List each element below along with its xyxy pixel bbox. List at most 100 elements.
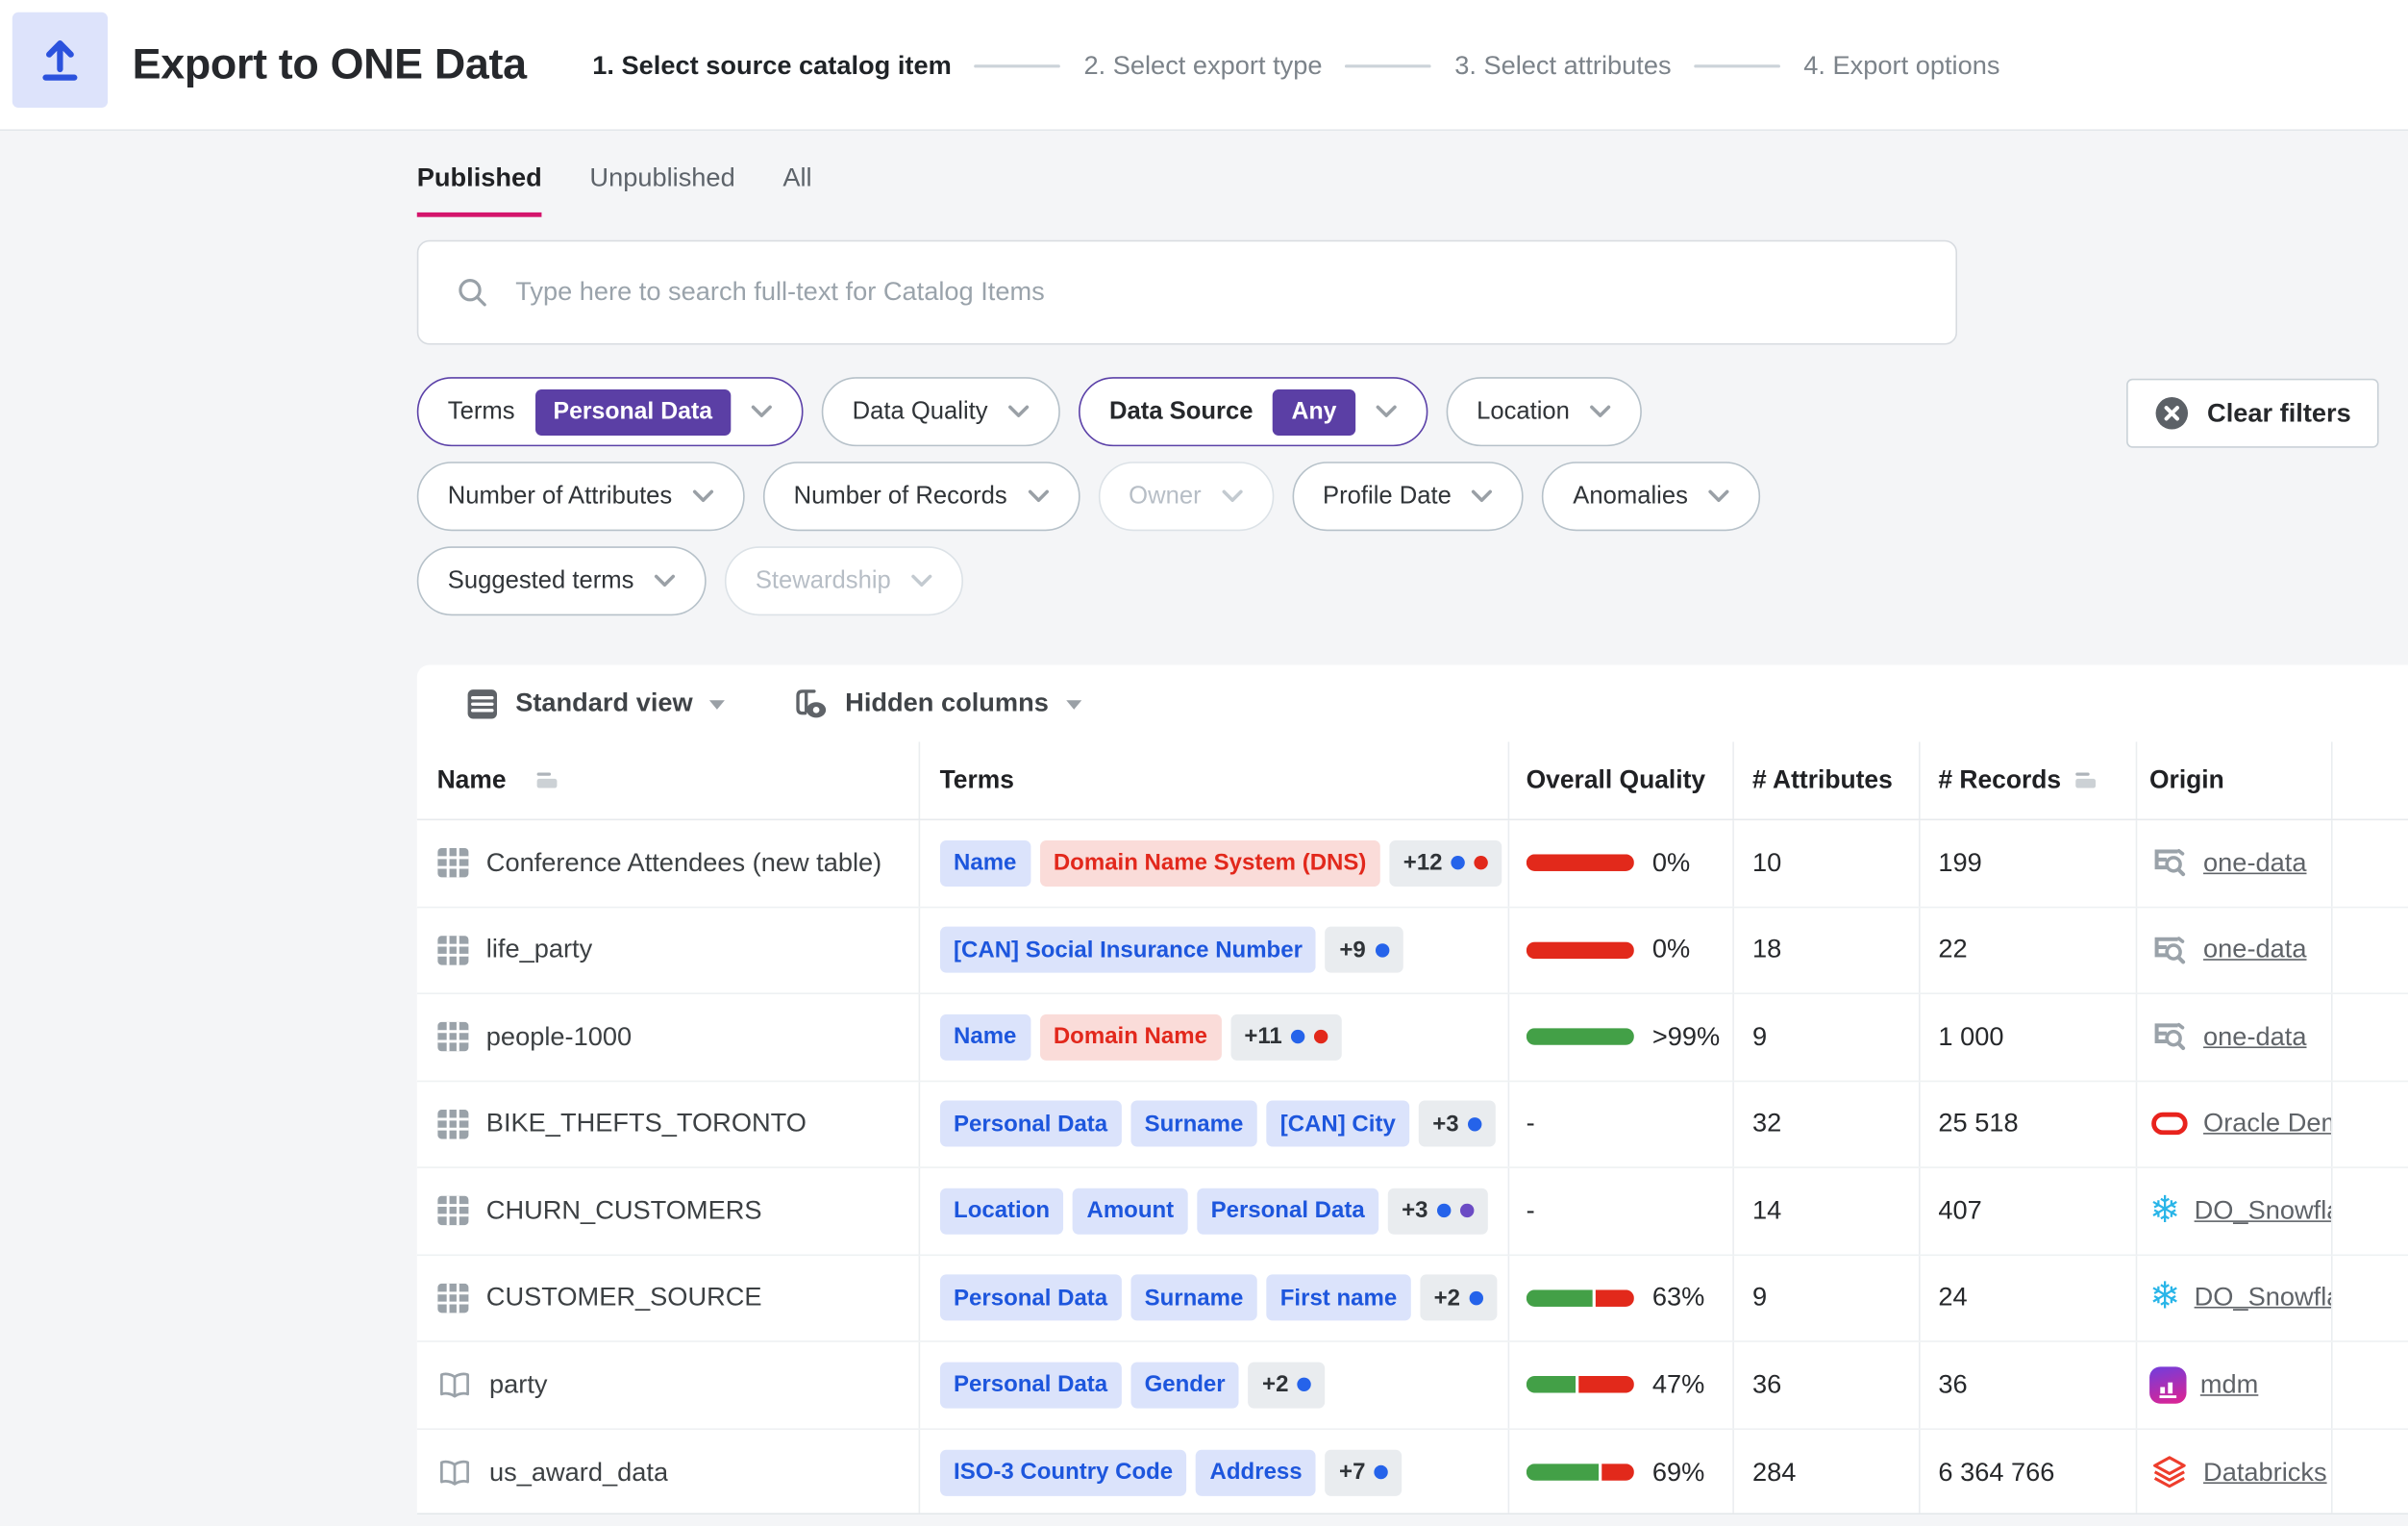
term-badge[interactable]: Amount [1073, 1188, 1187, 1234]
filter-data-quality[interactable]: Data Quality [822, 377, 1060, 446]
catalog-item-name: CHURN_CUSTOMERS [486, 1195, 762, 1226]
table-row[interactable]: life_party [CAN] Social Insurance Number+… [417, 908, 2408, 994]
records-count: 36 [1938, 1369, 1967, 1400]
term-badge[interactable]: Name [940, 840, 1030, 887]
more-terms-badge[interactable]: +2 [1249, 1362, 1326, 1408]
filter-suggested-terms[interactable]: Suggested terms [417, 546, 707, 615]
close-circle-icon [2155, 395, 2191, 431]
more-terms-badge[interactable]: +2 [1420, 1275, 1497, 1321]
cell-name: party [417, 1342, 920, 1428]
blue-dot-icon [1437, 1204, 1451, 1217]
table-row[interactable]: CHURN_CUSTOMERS LocationAmountPersonal Da… [417, 1168, 2408, 1255]
table-row[interactable]: Conference Attendees (new table)NameDoma… [417, 820, 2408, 907]
quality-value: 69% [1652, 1457, 1704, 1488]
sort-icon[interactable] [2075, 772, 2096, 788]
more-terms-badge[interactable]: +9 [1326, 927, 1403, 973]
filter-location[interactable]: Location [1446, 377, 1642, 446]
more-terms-badge[interactable]: +7 [1326, 1449, 1403, 1495]
cell-filler [2333, 820, 2408, 906]
cell-overall-quality: - [1509, 1168, 1734, 1254]
table-row[interactable]: CUSTOMER_SOURCE Personal DataSurnameFirst… [417, 1255, 2408, 1341]
caret-down-icon [1065, 700, 1080, 710]
term-badge[interactable]: Personal Data [940, 1275, 1122, 1321]
oracle-icon [2149, 1106, 2190, 1142]
tab-all[interactable]: All [782, 163, 811, 217]
quality-indicator: 69% [1527, 1457, 1705, 1488]
quality-value: - [1527, 1195, 1535, 1226]
sort-icon[interactable] [537, 772, 558, 788]
term-badge[interactable]: First name [1266, 1275, 1410, 1321]
term-badge[interactable]: Personal Data [940, 1362, 1122, 1408]
term-badge[interactable]: [CAN] Social Insurance Number [940, 927, 1317, 973]
quality-indicator: 0% [1527, 848, 1691, 879]
filter-row-2: Number of Attributes Number of Records O… [417, 462, 1760, 531]
cell-name: Conference Attendees (new table) [417, 820, 920, 906]
term-badge[interactable]: Location [940, 1188, 1064, 1234]
origin-link[interactable]: one-data [2203, 848, 2306, 879]
term-badge[interactable]: Surname [1130, 1101, 1257, 1147]
tab-unpublished[interactable]: Unpublished [589, 163, 734, 217]
more-terms-badge[interactable]: +11 [1230, 1013, 1342, 1060]
catalog-search-input[interactable]: Type here to search full-text for Catalo… [417, 240, 1957, 345]
table-row[interactable]: partyPersonal DataGender+247%3636mdm [417, 1342, 2408, 1429]
filter-anomalies[interactable]: Anomalies [1542, 462, 1760, 531]
term-badge[interactable]: [CAN] City [1266, 1101, 1409, 1147]
quality-bar-segment-red [1601, 1464, 1634, 1482]
step-1: 1. Select source catalog item [592, 50, 952, 81]
filter-terms[interactable]: Terms Personal Data [417, 377, 804, 446]
origin-link[interactable]: Databricks [2203, 1457, 2327, 1488]
quality-bar-segment-red [1596, 1289, 1634, 1307]
blue-dot-icon [1375, 943, 1388, 957]
upload-icon [33, 33, 88, 88]
term-badge[interactable]: Domain Name System (DNS) [1039, 840, 1379, 887]
clear-filters-label: Clear filters [2207, 398, 2351, 429]
column-header-origin: Origin [2137, 742, 2333, 819]
more-terms-badge[interactable]: +3 [1419, 1101, 1496, 1147]
quality-indicator: 47% [1527, 1369, 1705, 1400]
filter-stewardship[interactable]: Stewardship [725, 546, 963, 615]
filter-profile-date[interactable]: Profile Date [1292, 462, 1524, 531]
term-badge[interactable]: Personal Data [940, 1101, 1122, 1147]
filter-data-source[interactable]: Data Source Any [1079, 377, 1427, 446]
records-count: 199 [1938, 848, 1981, 879]
cell-name: CHURN_CUSTOMERS [417, 1168, 920, 1254]
term-badge[interactable]: Domain Name [1039, 1013, 1221, 1060]
term-badge[interactable]: Surname [1130, 1275, 1257, 1321]
column-header-name: Name [417, 742, 920, 819]
table-row[interactable]: us_award_dataISO-3 Country CodeAddress+7… [417, 1429, 2408, 1513]
more-terms-count: +12 [1403, 850, 1443, 876]
term-badge[interactable]: Address [1196, 1449, 1316, 1495]
caret-down-icon [709, 700, 725, 710]
cell-terms: NameDomain Name System (DNS) +12 [920, 820, 1509, 906]
catalog-item-name: life_party [486, 935, 592, 965]
origin-link[interactable]: one-data [2203, 935, 2306, 965]
hidden-columns-selector[interactable]: Hidden columns [793, 686, 1081, 721]
origin-link[interactable]: DO_Snowfla [2195, 1195, 2334, 1226]
filter-number-of-records[interactable]: Number of Records [763, 462, 1080, 531]
origin-link[interactable]: one-data [2203, 1021, 2306, 1052]
term-badge[interactable]: Personal Data [1197, 1188, 1378, 1234]
clear-filters-button[interactable]: Clear filters [2127, 379, 2379, 448]
view-selector[interactable]: Standard view [466, 688, 725, 720]
origin-link[interactable]: mdm [2200, 1369, 2258, 1400]
origin-link[interactable]: Oracle Dem [2203, 1109, 2333, 1139]
filter-owner[interactable]: Owner [1098, 462, 1274, 531]
term-badge[interactable]: Name [940, 1013, 1030, 1060]
attributes-count: 14 [1752, 1195, 1781, 1226]
term-badge[interactable]: Gender [1130, 1362, 1239, 1408]
cell-origin: Oracle Dem [2137, 1081, 2333, 1166]
more-terms-badge[interactable]: +3 [1388, 1188, 1488, 1234]
tab-published[interactable]: Published [417, 163, 542, 217]
origin-link[interactable]: DO_Snowfla [2195, 1283, 2334, 1313]
filter-number-of-attributes[interactable]: Number of Attributes [417, 462, 745, 531]
rows-view-icon [466, 688, 499, 720]
catalog-item-name: CUSTOMER_SOURCE [486, 1283, 762, 1313]
more-terms-badge[interactable]: +12 [1389, 840, 1502, 887]
view-selector-label: Standard view [515, 688, 692, 718]
one-data-icon [2149, 844, 2190, 883]
table-row[interactable]: BIKE_THEFTS_TORONTOPersonal DataSurname[… [417, 1081, 2408, 1167]
term-badge[interactable]: ISO-3 Country Code [940, 1449, 1187, 1495]
cell-overall-quality: 0% [1509, 908, 1734, 993]
step-separator [1346, 63, 1432, 66]
table-row[interactable]: people-1000NameDomain Name+11>99%91 000o… [417, 994, 2408, 1081]
